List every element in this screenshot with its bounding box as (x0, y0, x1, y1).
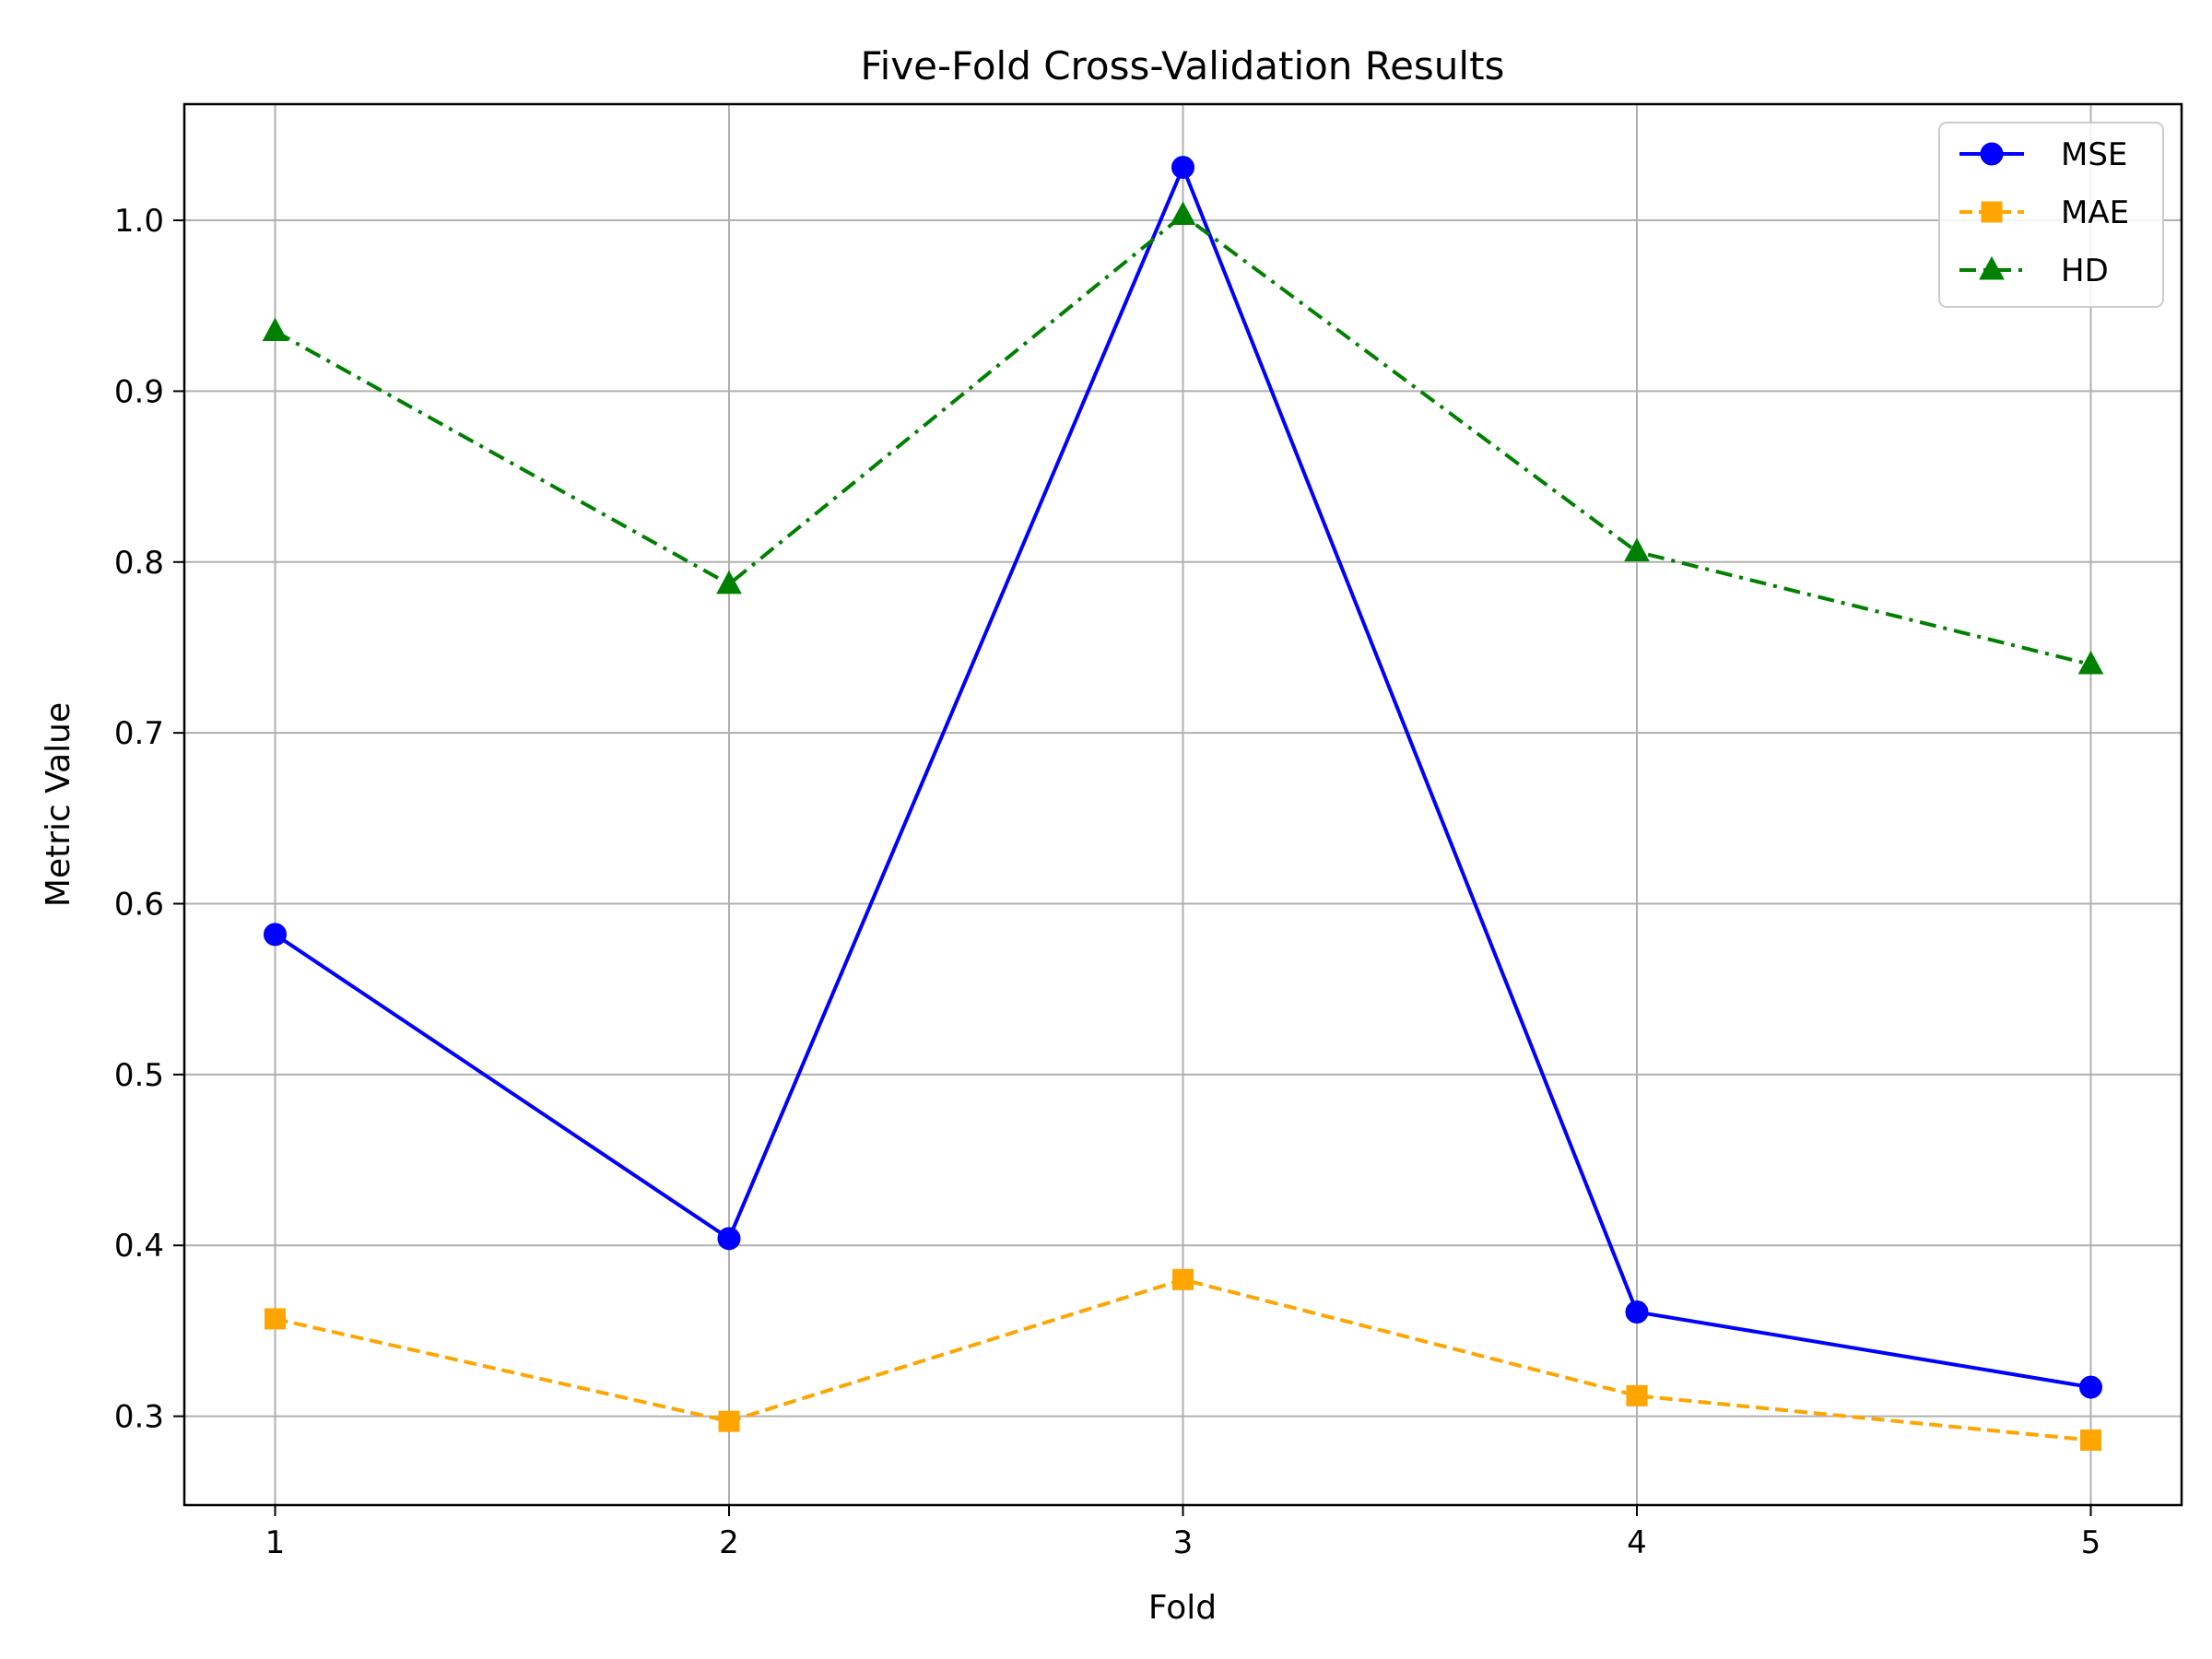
mae-point (2080, 1430, 2101, 1452)
mse-point (2079, 1375, 2102, 1399)
mse-point (264, 923, 287, 947)
y-tick-label: 0.7 (114, 715, 164, 752)
x-tick-label: 2 (719, 1524, 739, 1561)
y-tick-label: 0.6 (114, 887, 164, 924)
x-tick-label: 1 (265, 1524, 286, 1561)
hd-point (1170, 201, 1196, 225)
hd-line (274, 213, 2091, 666)
x-tick-label: 3 (1173, 1524, 1194, 1561)
x-tick-label: 5 (2081, 1524, 2101, 1561)
series-hd (262, 201, 2104, 675)
mae-point (1172, 1268, 1194, 1290)
mse-point (1625, 1300, 1649, 1324)
legend-label: MAE (2061, 194, 2129, 231)
series-mse (264, 156, 2102, 1399)
legend-entry-hd: HD (1959, 253, 2109, 289)
mse-point (1171, 156, 1194, 180)
x-tick-label: 4 (1627, 1524, 1647, 1561)
axis-ticks: 1 2 3 4 5 0.3 0.4 0.5 0.6 0.7 0.8 0.9 1.0 (114, 203, 2100, 1561)
legend-entry-mae: MAE (1959, 194, 2129, 231)
legend-label: MSE (2061, 136, 2127, 173)
y-tick-label: 0.3 (114, 1399, 164, 1436)
y-tick-label: 0.5 (114, 1057, 164, 1094)
hd-point (716, 570, 742, 594)
mae-point (1626, 1384, 1648, 1406)
y-tick-label: 1.0 (114, 203, 164, 240)
legend-marker (1979, 255, 2005, 280)
hd-point (2077, 650, 2104, 675)
legend-box (1938, 122, 2164, 308)
legend: MSE MAE HD (1938, 122, 2164, 308)
mae-point (265, 1308, 286, 1330)
y-tick-label: 0.4 (114, 1228, 164, 1265)
series-mae (265, 1268, 2101, 1452)
y-tick-label: 0.9 (114, 373, 164, 410)
chart-title: Five-Fold Cross-Validation Results (861, 43, 1505, 88)
hd-point (1624, 537, 1650, 562)
mae-point (718, 1410, 740, 1432)
legend-label: HD (2061, 253, 2109, 289)
legend-entry-mse: MSE (1959, 136, 2127, 173)
hd-point (262, 317, 288, 342)
series-lines (262, 156, 2104, 1452)
legend-marker (1981, 201, 2003, 223)
x-axis-title: Fold (1148, 1589, 1217, 1627)
mse-point (717, 1227, 741, 1251)
y-tick-label: 0.8 (114, 545, 164, 582)
y-axis-title: Metric Value (40, 702, 77, 907)
legend-marker (1980, 142, 2004, 166)
